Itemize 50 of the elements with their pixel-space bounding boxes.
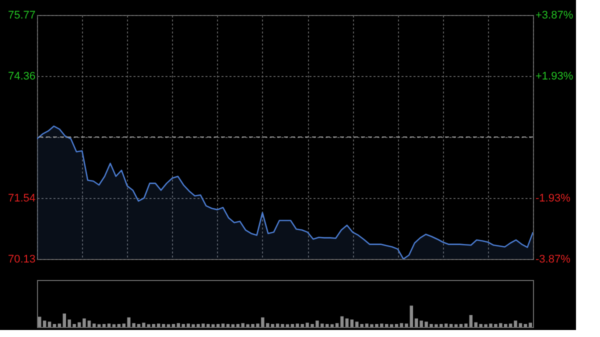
bar — [102, 324, 106, 327]
y2-tick-label: +3.87% — [536, 10, 574, 22]
bar — [276, 324, 280, 327]
bar — [112, 324, 116, 327]
bar — [58, 324, 62, 327]
bar — [464, 324, 468, 327]
bar — [280, 324, 284, 327]
y-tick-label: 71.54 — [8, 192, 36, 204]
bar — [162, 324, 166, 327]
bar — [449, 324, 453, 327]
bar — [345, 318, 349, 327]
bar — [518, 323, 522, 327]
bar — [226, 324, 230, 327]
y2-tick-label: -1.93% — [536, 192, 571, 204]
bar — [48, 322, 52, 327]
bar — [508, 324, 512, 327]
bar — [394, 324, 398, 327]
bar — [166, 324, 170, 327]
y-tick-label: 75.77 — [8, 10, 36, 22]
bar — [97, 324, 101, 327]
bar — [335, 323, 339, 327]
bar — [221, 324, 225, 327]
bar — [290, 324, 294, 327]
bar — [172, 324, 176, 327]
bar — [216, 324, 220, 327]
bar — [400, 323, 404, 327]
bar — [107, 324, 111, 327]
bar — [404, 324, 408, 327]
y-tick-label: 70.13 — [8, 254, 36, 266]
bar — [528, 322, 532, 327]
bar — [231, 324, 235, 327]
bar — [459, 324, 463, 327]
bar — [524, 324, 528, 327]
bar — [52, 324, 56, 327]
bar — [454, 324, 458, 327]
bar — [156, 324, 160, 327]
y2-tick-label: +1.93% — [536, 70, 574, 83]
bar — [38, 316, 42, 327]
bar — [350, 320, 354, 327]
bar — [410, 306, 414, 327]
y-tick-label: 74.36 — [8, 70, 36, 82]
bar — [117, 324, 121, 327]
bar — [469, 315, 473, 327]
bar — [176, 323, 180, 327]
y2-tick-label: -3.87% — [536, 254, 571, 266]
bar — [42, 320, 46, 327]
bar — [514, 320, 518, 327]
bar — [286, 324, 290, 327]
bar — [390, 324, 394, 327]
bar — [340, 316, 344, 327]
